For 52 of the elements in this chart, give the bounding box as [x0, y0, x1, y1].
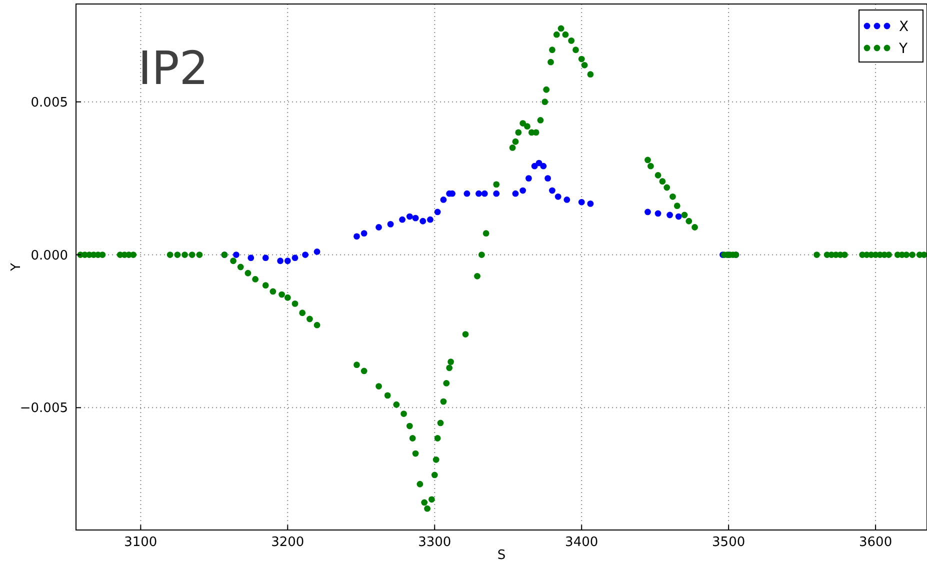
point: [531, 162, 538, 170]
annotation: IP2: [138, 41, 209, 95]
point: [284, 258, 291, 264]
point: [262, 254, 269, 262]
point: [493, 190, 500, 197]
point: [354, 233, 360, 240]
point: [520, 187, 526, 194]
point: [277, 258, 284, 264]
point: [476, 190, 482, 197]
x-tick-label: 3400: [565, 535, 598, 550]
point: [406, 213, 413, 220]
x-tick-label: 3500: [712, 535, 746, 550]
point: [549, 187, 556, 194]
point: [675, 213, 682, 220]
x-tick-label: 3300: [418, 535, 452, 550]
point: [248, 254, 254, 262]
legend-label: X: [899, 19, 909, 35]
point: [554, 193, 562, 200]
point: [314, 248, 320, 255]
point: [544, 175, 551, 182]
point: [360, 230, 368, 237]
point: [292, 254, 298, 262]
legend-label: Y: [898, 41, 908, 57]
point: [399, 216, 406, 223]
x-tick-label: 3200: [271, 535, 304, 550]
point: [427, 216, 434, 223]
point: [376, 224, 382, 230]
point: [481, 190, 488, 197]
y-tick-label: 0.000: [30, 248, 68, 264]
point: [512, 190, 519, 197]
x-tick-label: 3100: [124, 535, 158, 550]
y-axis-title: Y: [9, 262, 24, 272]
point: [564, 196, 570, 203]
point: [525, 175, 532, 182]
point: [587, 200, 594, 207]
point: [434, 208, 441, 216]
point: [302, 252, 308, 258]
y-tick-label: −0.005: [20, 401, 68, 416]
point: [440, 196, 447, 203]
point: [644, 208, 651, 216]
point: [666, 212, 673, 218]
point: [233, 252, 240, 258]
point: [387, 220, 394, 228]
point: [464, 190, 470, 197]
point: [578, 198, 585, 206]
x-tick-label: 3600: [859, 535, 892, 550]
x-axis-title: S: [497, 548, 506, 561]
point: [654, 210, 662, 217]
y-tick-label: 0.005: [30, 95, 68, 110]
point: [420, 218, 426, 224]
point: [540, 162, 547, 170]
point: [412, 214, 419, 222]
